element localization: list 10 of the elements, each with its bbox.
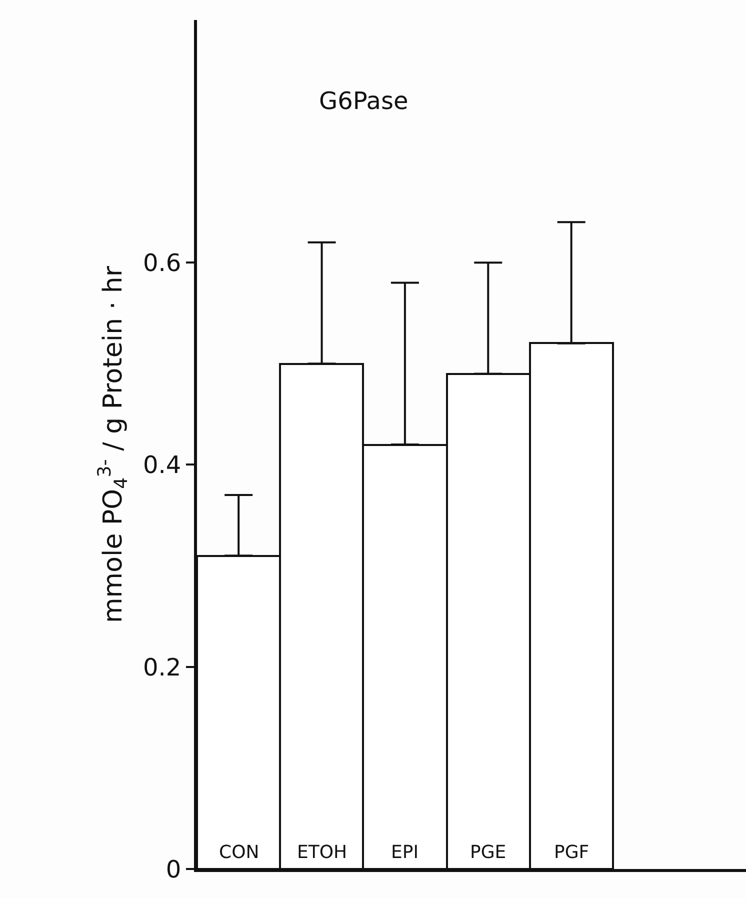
x-tick-label: PGF (554, 842, 590, 863)
x-tick-label: ETOH (297, 842, 348, 863)
y-tick-label: 0.4 (143, 451, 182, 480)
y-tick-label: 0.6 (143, 248, 182, 277)
text: G6Pase (319, 87, 408, 115)
x-tick-label: EPI (391, 842, 419, 863)
y-tick-label: 0.2 (143, 653, 182, 682)
x-tick-label: PGE (470, 842, 506, 863)
x-tick-label: CON (219, 842, 260, 863)
y-tick-label: 0 (166, 855, 182, 884)
